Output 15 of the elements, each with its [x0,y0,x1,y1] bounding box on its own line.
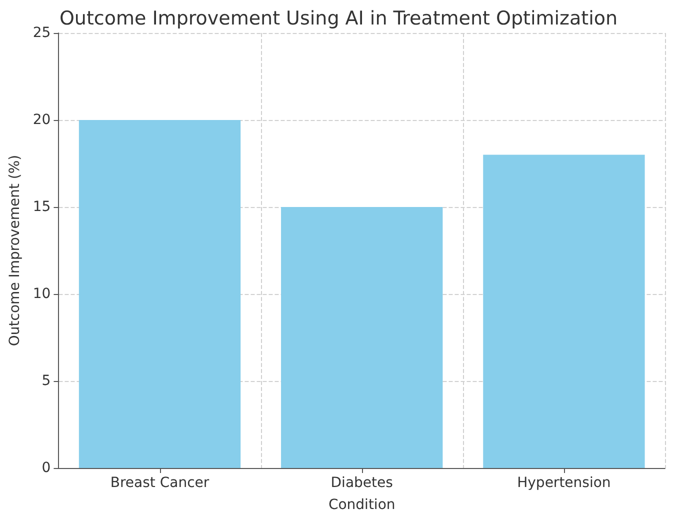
bar [78,120,241,468]
chart-title: Outcome Improvement Using AI in Treatment Optimization [59,8,618,30]
bar [483,154,645,468]
y-tick-label: 5 [42,373,51,389]
y-tick-label: 20 [32,112,51,128]
y-tick-label: 15 [32,199,51,215]
x-axis-title: Condition [328,497,396,513]
bar [281,207,443,468]
y-axis-title: Outcome Improvement (%) [7,154,23,346]
x-tick-label: Breast Cancer [110,475,210,491]
x-tick-label: Hypertension [517,475,611,491]
y-tick-label: 10 [32,286,51,302]
y-tick-label: 25 [32,25,51,41]
x-tick-label: Diabetes [330,475,393,491]
y-tick-label: 0 [42,460,51,476]
